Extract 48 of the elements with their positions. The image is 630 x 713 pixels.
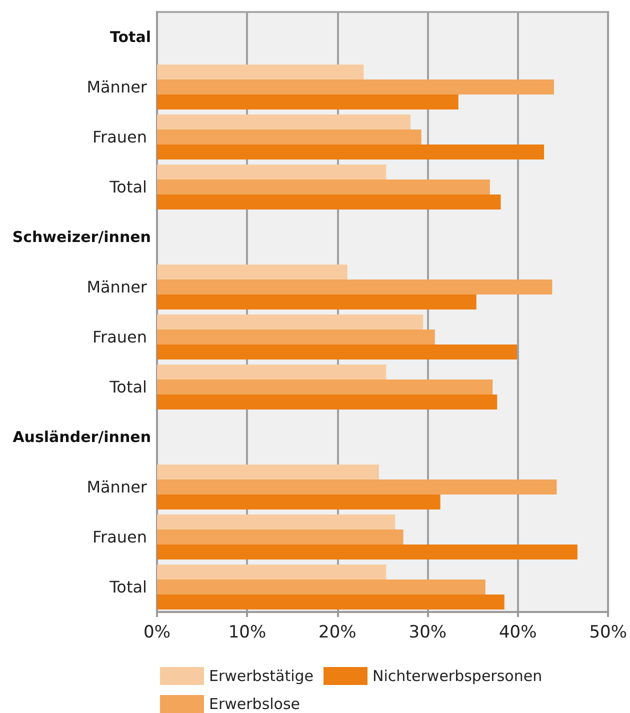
legend-label: Erwerbstätige [209,667,314,685]
bar [157,64,364,80]
legend-label: Erwerbslose [209,695,300,713]
y-tick-label: Total [108,578,147,596]
y-tick-label: Männer [86,278,148,296]
bar [157,264,348,280]
x-tick-label: 50% [589,622,628,642]
bar [157,514,396,530]
bar [157,164,386,180]
x-tick-label: 10% [228,622,266,642]
y-tick-label: Total [108,178,147,196]
y-tick-label: Total [108,378,147,396]
bar [157,530,404,544]
bar [157,114,411,130]
bar [157,580,486,594]
x-tick-label: 0% [144,622,170,642]
bar [157,130,422,144]
bar [157,194,501,210]
bar [157,464,379,480]
bar [157,80,554,94]
y-tick-label: Frauen [92,528,147,546]
y-tick-label: Männer [86,78,148,96]
x-tick-label: 30% [408,622,447,642]
y-tick-label: Total [110,28,151,46]
bar [157,280,552,294]
bar [157,294,476,310]
bar [157,564,386,580]
legend-label: Nichterwerbspersonen [372,667,542,685]
y-tick-label: Ausländer/innen [12,428,151,446]
bar [157,544,578,560]
bar [157,380,493,394]
bar [157,144,544,160]
y-tick-label: Frauen [92,128,147,146]
y-tick-label: Schweizer/innen [12,228,151,246]
bar [157,344,517,360]
bar [157,364,386,380]
y-tick-label: Frauen [92,328,147,346]
bar [157,594,504,610]
bar [157,180,490,194]
bar [157,494,440,510]
y-tick-label: Männer [86,478,148,496]
bar [157,480,557,494]
bar [157,394,498,410]
bar [157,314,424,330]
x-tick-label: 40% [498,622,537,642]
x-tick-label: 20% [318,622,356,642]
bar [157,330,435,344]
bar [157,94,458,110]
